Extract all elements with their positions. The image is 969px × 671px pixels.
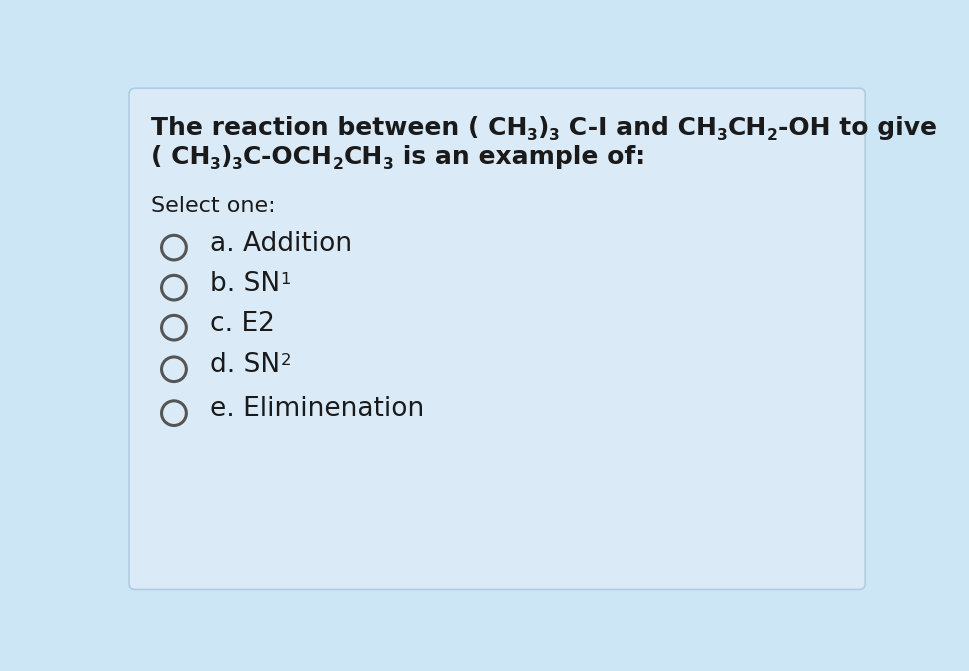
Text: c. E2: c. E2 [210, 311, 275, 337]
Text: 2: 2 [332, 157, 343, 172]
Text: 3: 3 [383, 157, 393, 172]
Text: 3: 3 [210, 157, 221, 172]
Text: 3: 3 [232, 157, 242, 172]
Text: 3: 3 [548, 127, 559, 143]
Text: ( CH: ( CH [150, 146, 210, 170]
Text: ): ) [221, 146, 232, 170]
Text: CH: CH [343, 146, 383, 170]
Text: d. SN: d. SN [210, 352, 280, 378]
Text: 3: 3 [716, 127, 727, 143]
Text: 1: 1 [280, 272, 291, 287]
Text: -OH to give: -OH to give [777, 116, 936, 140]
Text: 2: 2 [766, 127, 777, 143]
Text: a. Addition: a. Addition [210, 231, 352, 257]
Text: 3: 3 [526, 127, 537, 143]
FancyBboxPatch shape [129, 88, 864, 590]
Text: ): ) [537, 116, 548, 140]
Text: The reaction between ( CH: The reaction between ( CH [150, 116, 526, 140]
Text: C-OCH: C-OCH [242, 146, 332, 170]
Text: Select one:: Select one: [150, 196, 275, 216]
Text: b. SN: b. SN [210, 270, 280, 297]
Text: e. Eliminenation: e. Eliminenation [210, 397, 424, 422]
Text: is an example of:: is an example of: [393, 146, 644, 170]
Text: CH: CH [727, 116, 766, 140]
Text: 2: 2 [280, 354, 291, 368]
Text: C-I and CH: C-I and CH [559, 116, 716, 140]
